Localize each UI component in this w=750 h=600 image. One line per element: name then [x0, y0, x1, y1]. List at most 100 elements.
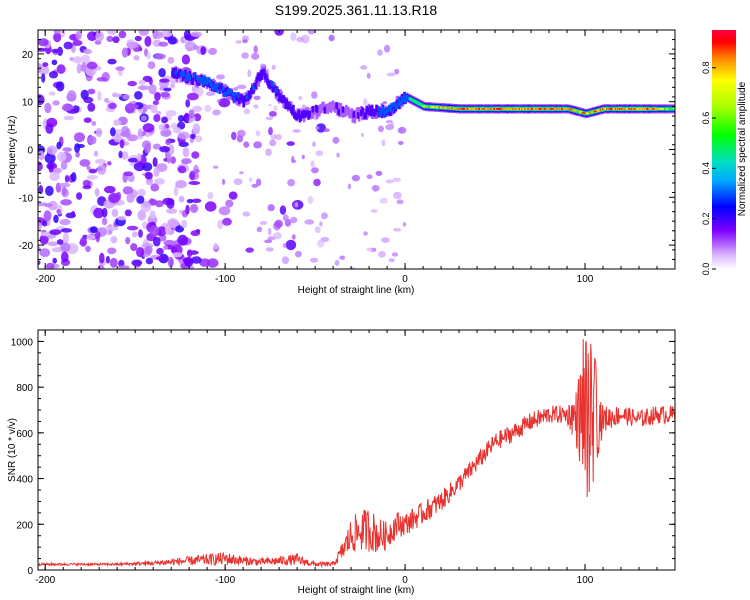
spectrogram-noise-cell: [44, 203, 53, 208]
spectrogram-ridge-cell: [297, 109, 301, 117]
spectrogram-noise-cell: [286, 141, 295, 146]
spectrogram-noise-cell: [138, 79, 146, 85]
spectrogram-noise-cell: [93, 207, 104, 219]
x-tick-label: 0: [402, 575, 408, 586]
spectrogram-noise-cell: [127, 80, 137, 87]
spectrogram-noise-cell: [393, 191, 402, 200]
spectrogram-noise-cell: [386, 72, 396, 77]
colorbar: 0.0 0.2 0.4 0.6 0.8 Normalized spectral ampl…: [701, 30, 748, 275]
spectrogram-noise-cell: [156, 226, 167, 237]
spectrogram-noise-cell: [394, 68, 400, 75]
spectrogram-noise-cell: [150, 183, 160, 192]
spectrogram-ridge-cell: [245, 94, 249, 100]
spectrogram-noise-cell: [87, 88, 96, 95]
spectrogram-ridge-cell: [208, 78, 212, 84]
spectrogram-noise-cell: [44, 102, 52, 114]
x-tick-label: -100: [215, 274, 235, 285]
spectrogram-noise-cell: [154, 200, 164, 208]
spectrogram-ridge-cell: [192, 73, 196, 78]
spectrogram-noise-cell: [137, 128, 143, 138]
spectrogram-noise-cell: [61, 251, 69, 263]
spectrogram-noise-cell: [125, 237, 131, 245]
spectrogram-noise-cell: [310, 160, 315, 168]
spectrogram-ridge-cell: [213, 83, 216, 88]
x-tick-label: 100: [577, 274, 594, 285]
spectrogram-noise-cell: [366, 72, 371, 79]
spectrogram-noise-cell: [124, 209, 132, 217]
spectrogram-noise-cell: [144, 171, 153, 180]
spectrogram-ridge-cell: [233, 92, 237, 97]
spectrogram-noise-cell: [312, 141, 316, 147]
y-tick-label: 600: [16, 429, 33, 440]
spectrogram-noise-cell: [242, 211, 251, 217]
spectrogram-noise-cell: [171, 244, 183, 256]
spectrogram-noise-cell: [107, 161, 112, 166]
x-tick-label: -200: [35, 274, 55, 285]
spectrogram-noise-cell: [195, 229, 201, 233]
spectrogram-noise-cell: [51, 59, 58, 66]
spectrogram-noise-cell: [144, 245, 153, 255]
spectrogram-y-axis-label: Frequency (Hz): [7, 116, 18, 185]
snr-y-ticks: 0 200 400 600 800 1000: [11, 329, 675, 577]
spectrogram-ridge-cell: [404, 98, 407, 103]
spectrogram-noise-cell: [47, 164, 54, 169]
spectrogram-noise-cell: [148, 84, 157, 95]
spectrogram-noise-cell: [97, 164, 107, 176]
spectrogram-noise-cell: [192, 105, 203, 113]
spectrogram-noise-cell: [253, 141, 262, 149]
spectrogram-noise-cell: [52, 100, 60, 106]
spectrogram-noise-cell: [268, 126, 273, 136]
spectrogram-noise-cell: [119, 139, 125, 149]
spectrogram-noise-cell: [247, 69, 251, 78]
spectrogram-noise-cell: [186, 92, 199, 101]
spectrogram-noise-cell: [186, 249, 193, 258]
spectrogram-noise-cell: [112, 36, 120, 44]
spectrogram-noise-cell: [42, 62, 49, 67]
y-tick-label: 10: [22, 98, 34, 109]
spectrogram-noise-cell: [295, 201, 298, 208]
spectrogram-noise-cell: [236, 84, 247, 90]
spectrogram-ridge-cell: [285, 99, 289, 106]
spectrogram-ridge-cell: [274, 90, 278, 97]
spectrogram-noise-cell: [375, 170, 383, 176]
spectrogram-ridge-cell: [380, 111, 384, 119]
spectrogram-ridge-cell: [201, 81, 204, 86]
spectrogram-ridge-cell: [210, 82, 213, 87]
spectrogram-noise-cell: [377, 125, 384, 133]
spectrogram-noise-cell: [160, 91, 170, 98]
spectrogram-noise-cell: [75, 30, 82, 40]
spectrogram-ridge-cell: [396, 102, 400, 107]
spectrogram-ridge-cell: [673, 108, 675, 110]
spectrogram-noise-cell: [216, 74, 225, 80]
spectrogram-noise-cell: [109, 257, 118, 268]
spectrogram-noise-cell: [145, 257, 154, 265]
snr-frame: [37, 329, 676, 571]
spectrogram-ridge-cell: [337, 102, 340, 112]
spectrogram-noise-cell: [282, 243, 287, 248]
spectrogram-noise-cell: [110, 236, 118, 244]
spectrogram-noise-cell: [117, 216, 127, 221]
spectrogram-noise-cell: [165, 109, 177, 117]
spectrogram-ridge-cell: [341, 106, 345, 113]
spectrogram-ridge-cell: [197, 78, 200, 84]
spectrogram-noise-cell: [167, 56, 175, 64]
spectrogram-noise-cell: [360, 132, 364, 138]
spectrogram-noise-cell: [101, 207, 108, 218]
spectrogram-noise-cell: [347, 183, 352, 190]
spectrogram-noise-cell: [161, 116, 168, 124]
spectrogram-noise-cell: [59, 218, 71, 226]
spectrogram-noise-cell: [191, 198, 202, 204]
spectrogram-ridge-cell: [252, 87, 255, 95]
y-tick-label: -10: [19, 193, 34, 204]
spectrogram-noise-cell: [56, 81, 65, 92]
spectrogram-noise-cell: [243, 108, 250, 115]
spectrogram-noise-cell: [182, 257, 192, 264]
snr-x-ticks: -200 -100 0 100: [35, 330, 676, 586]
spectrogram-ridge-cell: [380, 108, 384, 114]
spectrogram-ridge-cell: [424, 105, 428, 108]
spectrogram-ridge-cell: [221, 85, 225, 91]
spectrogram-ridge-cell: [350, 108, 353, 118]
spectrogram-noise-cell: [67, 90, 77, 102]
spectrogram-noise-cell: [166, 198, 175, 209]
spectrogram-ridge-cell: [191, 78, 195, 85]
